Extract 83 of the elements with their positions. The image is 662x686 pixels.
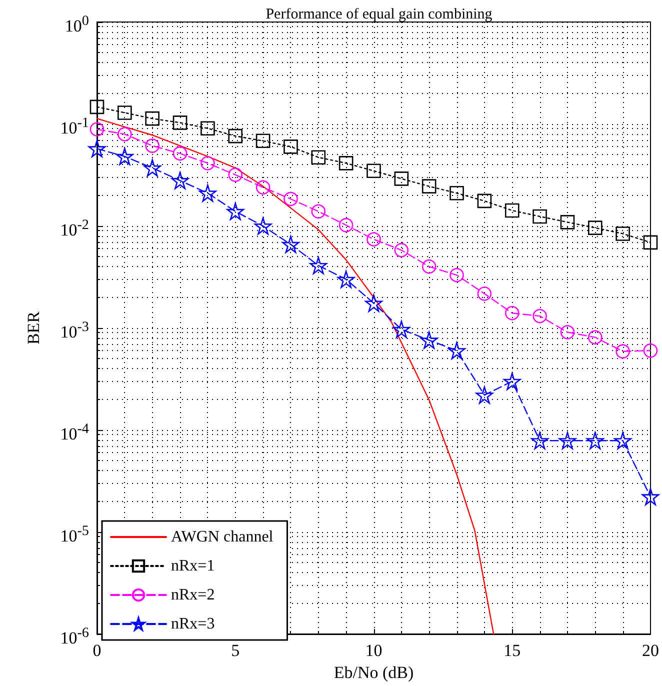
- point: [504, 306, 520, 320]
- point: [450, 186, 464, 200]
- point: [311, 150, 326, 164]
- y-tick-label: 10$^{-6}$: [60, 624, 89, 649]
- x-axis-title: Eb/No (dB): [334, 663, 414, 682]
- x-tick-label: 0: [92, 641, 102, 660]
- point: [88, 140, 106, 158]
- y-tick-label: 10$^{0}$: [64, 12, 89, 37]
- y-tick-label: 10$^{-3}$: [60, 318, 89, 343]
- point: [588, 330, 602, 344]
- point: [560, 215, 575, 230]
- point: [90, 122, 104, 136]
- y-tick-label: 10$^{-5}$: [60, 522, 89, 547]
- y-tick-label: 10$^{-2}$: [60, 216, 89, 241]
- point: [284, 140, 298, 154]
- legend-label: nRx=1: [171, 558, 215, 574]
- x-tick-label: 15: [504, 641, 521, 660]
- point: [200, 121, 215, 136]
- x-tick-label: 20: [642, 641, 659, 660]
- point: [394, 242, 409, 258]
- point: [643, 235, 658, 250]
- point: [366, 232, 381, 246]
- point: [616, 226, 630, 241]
- point: [586, 432, 604, 450]
- point: [199, 184, 216, 202]
- point: [448, 342, 466, 360]
- point: [531, 432, 548, 450]
- point: [144, 159, 161, 177]
- y-tick-label: 10$^{-4}$: [60, 420, 89, 445]
- point: [311, 204, 326, 219]
- point: [172, 116, 188, 130]
- point: [90, 100, 104, 114]
- point: [532, 308, 547, 324]
- point: [172, 146, 188, 161]
- point: [588, 220, 602, 235]
- point: [477, 194, 492, 208]
- point: [116, 148, 134, 166]
- point: [254, 217, 272, 235]
- point: [450, 268, 464, 282]
- point: [228, 168, 243, 182]
- point: [226, 202, 244, 220]
- point: [338, 156, 354, 170]
- line-series: [96, 118, 494, 635]
- legend-label: nRx=3: [171, 616, 215, 632]
- point: [118, 127, 132, 142]
- legend-label: AWGN channel: [171, 528, 274, 546]
- point: [256, 180, 270, 195]
- point: [422, 179, 436, 194]
- point: [504, 203, 520, 218]
- point: [616, 344, 630, 359]
- legend-label: nRx=2: [171, 586, 215, 604]
- point: [145, 111, 160, 126]
- point: [558, 432, 576, 450]
- point: [228, 128, 243, 144]
- point: [392, 320, 410, 338]
- point: [145, 138, 160, 153]
- point: [365, 294, 382, 312]
- chart-title: Performance of equal gain combining: [266, 6, 493, 22]
- point: [477, 286, 492, 301]
- point: [366, 164, 381, 178]
- point: [420, 332, 438, 349]
- point: [256, 134, 270, 148]
- point: [284, 192, 298, 206]
- point: [337, 270, 355, 288]
- point: [532, 209, 547, 224]
- point: [643, 343, 658, 358]
- point: [642, 488, 660, 506]
- point: [338, 218, 354, 232]
- y-axis-title: BER: [24, 310, 43, 345]
- point: [560, 325, 575, 340]
- point: [422, 259, 436, 274]
- point: [282, 236, 300, 254]
- point: [476, 386, 494, 404]
- point: [171, 172, 189, 190]
- y-tick-label: 10$^{-1}$: [60, 114, 89, 139]
- point: [394, 172, 409, 186]
- point: [310, 256, 328, 274]
- x-tick-label: 5: [231, 641, 240, 660]
- point: [614, 432, 632, 450]
- x-tick-label: 10: [365, 641, 382, 660]
- point: [503, 372, 521, 390]
- point: [200, 156, 215, 170]
- point: [118, 106, 132, 120]
